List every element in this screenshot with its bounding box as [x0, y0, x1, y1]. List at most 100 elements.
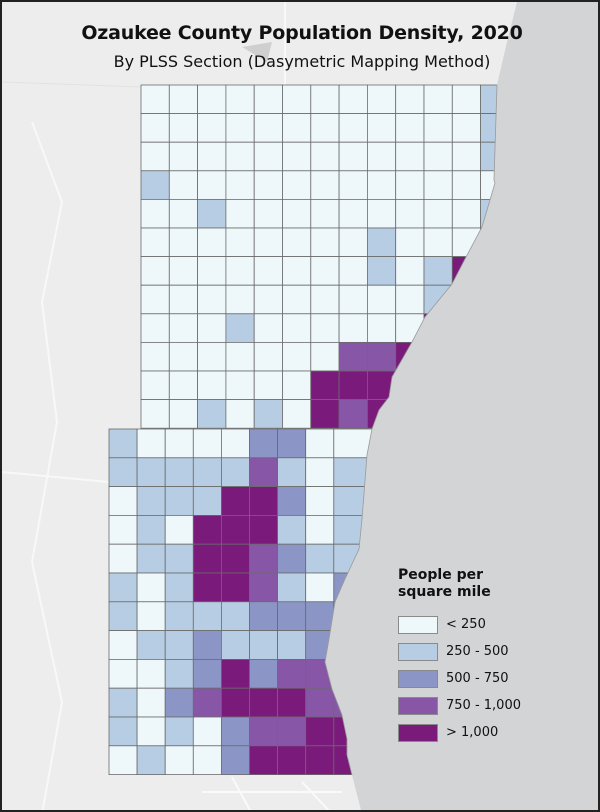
- section-cell: [192, 486, 222, 516]
- section-cell: [366, 256, 397, 286]
- section-cell: [140, 198, 170, 229]
- section-cell: [220, 716, 250, 747]
- section-cell: [136, 515, 166, 545]
- section-cell: [225, 113, 255, 143]
- section-cell: [249, 457, 279, 487]
- section-cell: [249, 428, 279, 459]
- section-cell: [197, 170, 227, 200]
- section-cell: [310, 170, 340, 200]
- section-cell: [225, 313, 255, 343]
- section-cell: [225, 399, 255, 429]
- section-cell: [338, 256, 368, 286]
- section-cell: [220, 687, 250, 718]
- section-cell: [310, 84, 340, 115]
- section-cell: [423, 170, 453, 200]
- section-cell: [305, 572, 335, 603]
- section-cell: [277, 687, 307, 718]
- section-cell: [451, 170, 481, 200]
- section-cell: [192, 659, 222, 689]
- section-cell: [108, 543, 138, 574]
- section-cell: [140, 170, 170, 200]
- section-cell: [395, 170, 425, 200]
- section-cell: [220, 428, 250, 459]
- section-cell: [168, 227, 199, 258]
- section-cell: [277, 601, 307, 631]
- section-cell: [305, 543, 335, 574]
- section-cell: [140, 84, 170, 115]
- legend-label: 500 - 750: [446, 671, 509, 686]
- section-cell: [225, 256, 255, 286]
- section-cell: [220, 572, 250, 603]
- section-cell: [249, 486, 279, 516]
- section-cell: [305, 486, 335, 516]
- section-cell: [168, 341, 199, 372]
- section-cell: [310, 370, 340, 401]
- section-cell: [108, 572, 138, 603]
- section-cell: [197, 256, 227, 286]
- section-cell: [395, 256, 425, 286]
- section-cell: [197, 370, 227, 401]
- section-cell: [338, 284, 368, 315]
- section-cell: [164, 630, 194, 660]
- section-cell: [423, 141, 453, 172]
- section-cell: [249, 716, 279, 747]
- section-cell: [140, 141, 170, 172]
- section-cell: [366, 198, 397, 229]
- section-cell: [108, 687, 138, 718]
- section-cell: [395, 84, 425, 115]
- section-cell: [253, 170, 283, 200]
- legend-item: 500 - 750: [398, 665, 521, 692]
- section-cell: [108, 486, 138, 516]
- section-cell: [310, 256, 340, 286]
- section-cell: [366, 141, 397, 172]
- section-cell: [164, 659, 194, 689]
- section-cell: [136, 543, 166, 574]
- legend: People per square mile < 250 250 - 500 5…: [398, 567, 521, 746]
- section-cell: [253, 141, 283, 172]
- section-cell: [108, 659, 138, 689]
- section-cell: [282, 84, 312, 115]
- section-cell: [395, 198, 425, 229]
- section-cell: [282, 227, 312, 258]
- section-cell: [253, 399, 283, 429]
- section-cell: [168, 370, 199, 401]
- section-cell: [253, 227, 283, 258]
- section-cell: [168, 284, 199, 315]
- section-cell: [192, 687, 222, 718]
- section-cell: [140, 313, 170, 343]
- legend-swatch: [398, 642, 438, 661]
- legend-title: People per square mile: [398, 567, 491, 600]
- section-cell: [366, 284, 397, 315]
- section-cell: [253, 198, 283, 229]
- section-cell: [164, 457, 194, 487]
- section-cell: [136, 457, 166, 487]
- section-cell: [108, 515, 138, 545]
- section-cell: [451, 141, 481, 172]
- section-cell: [168, 84, 199, 115]
- section-cell: [366, 227, 397, 258]
- section-cell: [277, 457, 307, 487]
- section-cell: [249, 659, 279, 689]
- section-cell: [310, 141, 340, 172]
- section-cell: [282, 170, 312, 200]
- section-cell: [136, 687, 166, 718]
- section-cell: [136, 716, 166, 747]
- section-cell: [366, 113, 397, 143]
- section-cell: [192, 601, 222, 631]
- section-cell: [395, 227, 425, 258]
- section-cell: [108, 457, 138, 487]
- section-cell: [338, 341, 368, 372]
- section-cell: [140, 341, 170, 372]
- section-cell: [136, 745, 166, 775]
- section-cell: [277, 716, 307, 747]
- section-cell: [168, 313, 199, 343]
- legend-item: 750 - 1,000: [398, 692, 521, 719]
- section-cell: [423, 84, 453, 115]
- section-cell: [108, 716, 138, 747]
- section-cell: [197, 113, 227, 143]
- section-cell: [168, 141, 199, 172]
- section-cell: [395, 141, 425, 172]
- section-cell: [225, 84, 255, 115]
- section-cell: [192, 572, 222, 603]
